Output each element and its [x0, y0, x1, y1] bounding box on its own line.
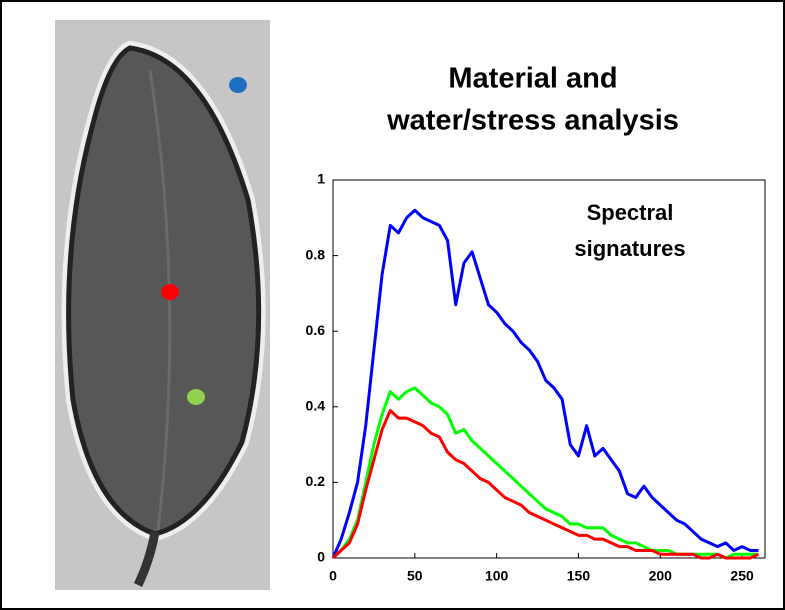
- x-tick-label: 150: [567, 568, 591, 584]
- leaf-image: [55, 20, 270, 590]
- series-line: [331, 409, 760, 560]
- x-tick-label: 250: [730, 568, 754, 584]
- x-tick-label: 100: [485, 568, 509, 584]
- y-tick-label: 0.2: [306, 473, 326, 489]
- leaf-vein: [148, 69, 172, 531]
- x-tick-label: 0: [329, 568, 337, 584]
- x-tick-label: 200: [649, 568, 673, 584]
- y-tick-label: 0: [317, 549, 325, 565]
- chart-title: water/stress analysis: [386, 105, 679, 137]
- annotation: signatures: [574, 236, 685, 261]
- plot-box: [332, 179, 766, 559]
- sample-dot: [229, 77, 247, 93]
- annotation: Spectral: [587, 200, 674, 225]
- y-tick-label: 0.4: [306, 398, 326, 414]
- chart-title: Material and: [448, 63, 617, 95]
- leaf-stem: [133, 531, 160, 587]
- sample-dot: [161, 284, 179, 300]
- sample-dot: [187, 389, 205, 405]
- y-tick-label: 1: [317, 171, 325, 187]
- series-line: [331, 208, 759, 559]
- y-tick-label: 0.6: [306, 322, 326, 338]
- y-tick-label: 0.8: [306, 246, 326, 262]
- x-tick-label: 50: [407, 568, 423, 584]
